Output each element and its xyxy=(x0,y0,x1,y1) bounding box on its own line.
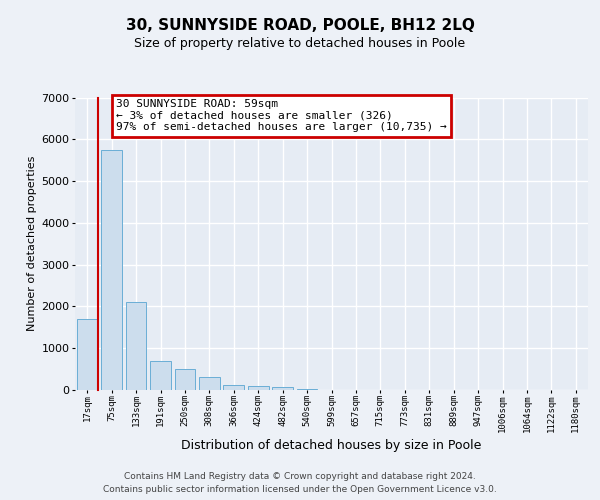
X-axis label: Distribution of detached houses by size in Poole: Distribution of detached houses by size … xyxy=(181,438,482,452)
Y-axis label: Number of detached properties: Number of detached properties xyxy=(27,156,37,332)
Bar xyxy=(77,319,98,390)
Bar xyxy=(248,386,269,390)
Bar xyxy=(101,150,122,390)
Bar xyxy=(175,369,196,390)
Bar xyxy=(125,302,146,390)
Bar xyxy=(199,378,220,390)
Bar xyxy=(223,384,244,390)
Bar xyxy=(272,388,293,390)
Text: 30 SUNNYSIDE ROAD: 59sqm
← 3% of detached houses are smaller (326)
97% of semi-d: 30 SUNNYSIDE ROAD: 59sqm ← 3% of detache… xyxy=(116,99,447,132)
Bar xyxy=(150,361,171,390)
Text: 30, SUNNYSIDE ROAD, POOLE, BH12 2LQ: 30, SUNNYSIDE ROAD, POOLE, BH12 2LQ xyxy=(125,18,475,32)
Text: Contains HM Land Registry data © Crown copyright and database right 2024.
Contai: Contains HM Land Registry data © Crown c… xyxy=(103,472,497,494)
Bar xyxy=(296,388,317,390)
Text: Size of property relative to detached houses in Poole: Size of property relative to detached ho… xyxy=(134,38,466,51)
